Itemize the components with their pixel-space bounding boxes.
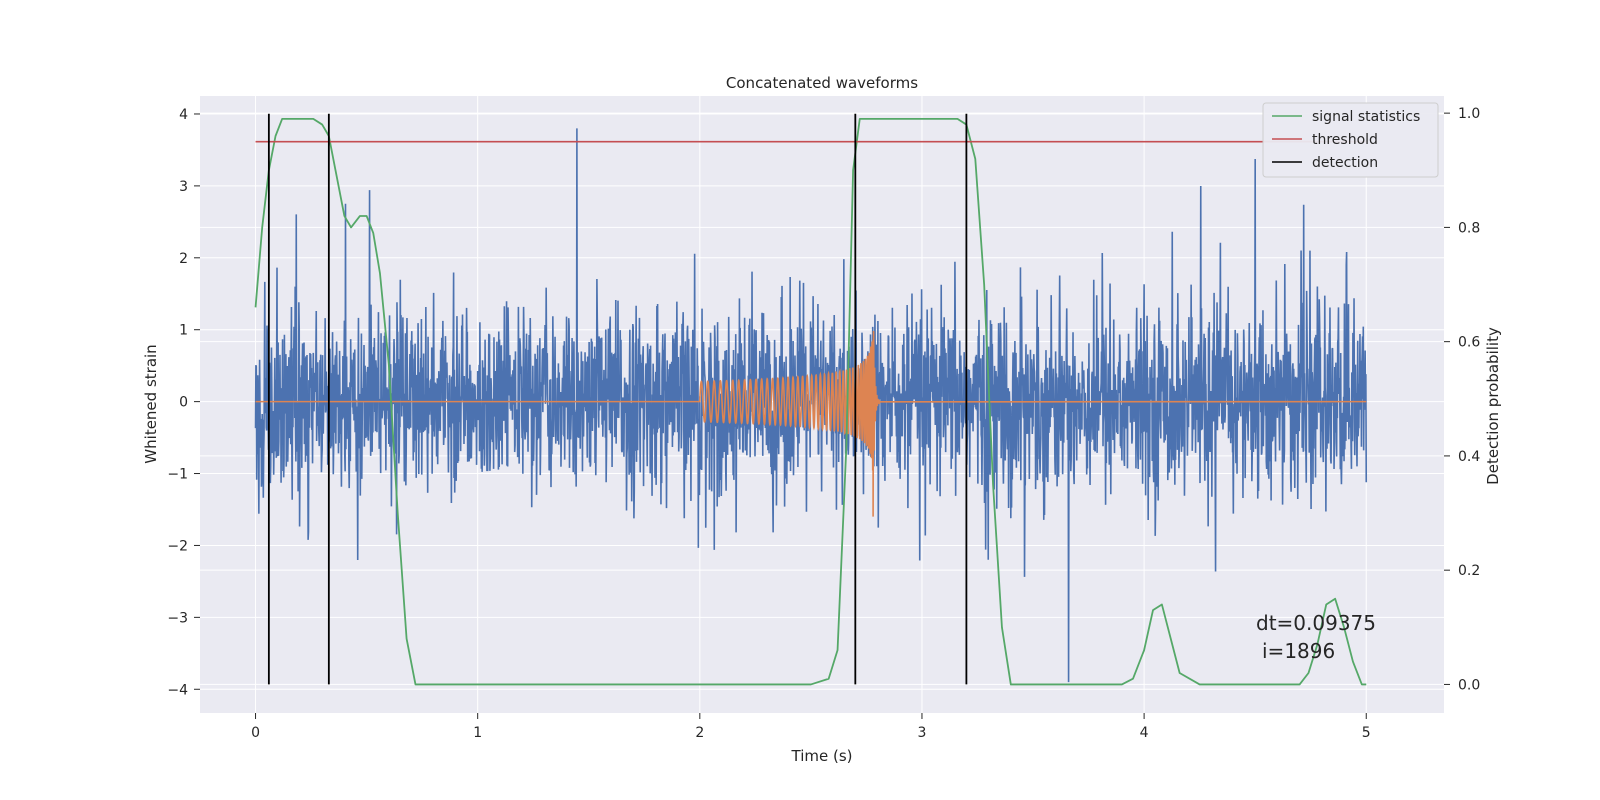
x-tick-label: 1	[473, 725, 482, 741]
y-tick-label: −2	[167, 538, 188, 554]
annotation-dt: dt=0.09375	[1256, 611, 1376, 635]
y-tick-label: 3	[179, 179, 188, 195]
y-axis-label: Whitened strain	[142, 344, 160, 463]
x-tick-label: 5	[1362, 725, 1371, 741]
y-tick-label: 0	[179, 395, 188, 411]
y-right-tick-label: 0.0	[1458, 677, 1480, 693]
legend-signal-label: signal statistics	[1312, 109, 1420, 125]
y-right-tick-label: 0.8	[1458, 220, 1480, 236]
noise-series	[254, 128, 1368, 683]
y-axis-right-label: Detection probability	[1484, 327, 1502, 485]
legend-box	[1262, 102, 1439, 178]
signal-statistics-series	[254, 117, 1367, 686]
x-tick-label: 0	[251, 725, 260, 741]
tick-marks	[194, 112, 1450, 719]
signal-statistics-line	[254, 117, 1367, 686]
x-axis-label: Time (s)	[791, 747, 853, 765]
legend-threshold-label: threshold	[1312, 132, 1378, 148]
y-right-tick-label: 0.4	[1458, 449, 1480, 465]
y-tick-label: 4	[179, 107, 188, 123]
x-tick-label: 4	[1140, 725, 1149, 741]
legend-detection-label: detection	[1312, 155, 1378, 171]
detection-series	[267, 113, 968, 685]
y-right-tick-label: 0.6	[1458, 335, 1480, 351]
x-tick-label: 2	[695, 725, 704, 741]
x-tick-label: 3	[918, 725, 927, 741]
chart-title: Concatenated waveforms	[726, 74, 918, 92]
y-tick-label: 2	[179, 251, 188, 267]
y-right-tick-label: 1.0	[1458, 106, 1480, 122]
y-right-tick-label: 0.2	[1458, 563, 1480, 579]
y-tick-label: −3	[167, 610, 188, 626]
y-tick-label: 1	[179, 323, 188, 339]
y-tick-label: −1	[167, 467, 188, 483]
annotation-index: i=1896	[1262, 639, 1335, 663]
y-tick-label: −4	[167, 682, 188, 698]
noise-line	[254, 128, 1368, 683]
legend: signal statistics threshold detection	[1262, 102, 1439, 178]
